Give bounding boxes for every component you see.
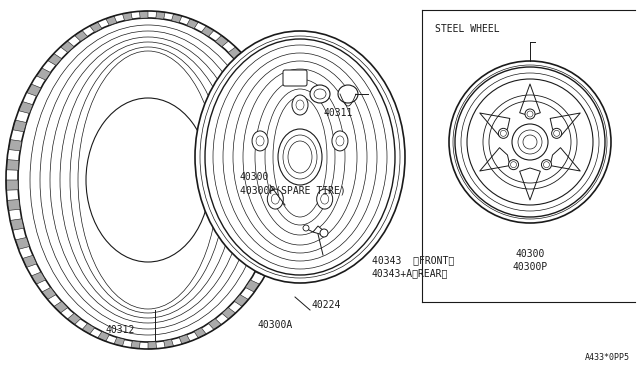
Text: STEEL WHEEL: STEEL WHEEL [435,24,500,34]
Polygon shape [222,308,236,319]
Polygon shape [480,113,510,136]
Polygon shape [240,61,254,73]
Ellipse shape [338,85,358,103]
Polygon shape [60,41,74,52]
Ellipse shape [320,229,328,237]
Text: 40343+A〈REAR〉: 40343+A〈REAR〉 [372,268,449,278]
Ellipse shape [512,124,548,160]
Polygon shape [7,199,20,211]
Polygon shape [82,323,95,334]
Ellipse shape [467,79,593,205]
Polygon shape [140,11,148,18]
Ellipse shape [449,61,611,223]
Polygon shape [269,228,284,240]
Text: 40311: 40311 [323,108,353,118]
Polygon shape [36,68,51,80]
Polygon shape [156,11,165,19]
Polygon shape [26,84,41,96]
Polygon shape [209,319,221,330]
Text: 40300: 40300 [240,172,269,182]
Polygon shape [274,209,287,221]
Polygon shape [122,12,132,21]
Polygon shape [215,35,228,46]
Text: 40224: 40224 [312,300,341,310]
Polygon shape [106,16,117,25]
Polygon shape [234,295,248,307]
Ellipse shape [509,160,518,170]
Polygon shape [250,76,265,88]
Polygon shape [98,331,109,341]
Polygon shape [54,301,68,313]
Polygon shape [228,47,242,59]
Polygon shape [313,226,325,235]
Polygon shape [131,341,140,349]
Polygon shape [263,247,278,259]
Ellipse shape [499,128,508,138]
FancyBboxPatch shape [283,70,307,86]
Text: 40300A: 40300A [257,320,292,330]
Ellipse shape [268,189,284,209]
Ellipse shape [525,109,535,119]
Polygon shape [22,255,36,267]
Polygon shape [164,339,173,348]
Polygon shape [550,148,580,171]
Polygon shape [278,170,290,180]
Text: 40300P: 40300P [513,262,548,272]
Polygon shape [520,168,540,200]
Polygon shape [47,54,62,65]
Polygon shape [179,335,190,344]
Ellipse shape [86,98,210,262]
Ellipse shape [332,131,348,151]
Ellipse shape [18,18,278,342]
Polygon shape [276,150,289,160]
Polygon shape [74,31,88,41]
Polygon shape [172,14,182,23]
Polygon shape [187,19,198,29]
Polygon shape [12,120,26,132]
Polygon shape [114,337,125,346]
Polygon shape [6,160,19,170]
Polygon shape [266,110,281,122]
Polygon shape [272,130,286,141]
Polygon shape [202,26,214,36]
Text: 40300P(SPARE TIRE): 40300P(SPARE TIRE) [240,185,346,195]
Ellipse shape [195,31,405,283]
Text: 40300: 40300 [515,249,545,259]
Polygon shape [15,237,29,249]
Ellipse shape [292,95,308,115]
Polygon shape [10,219,24,230]
Polygon shape [255,264,269,276]
Polygon shape [148,342,157,349]
Ellipse shape [278,129,322,185]
Polygon shape [277,190,290,201]
Text: 40343  〈FRONT〉: 40343 〈FRONT〉 [372,255,454,265]
Polygon shape [520,84,540,116]
Polygon shape [480,148,510,171]
Ellipse shape [541,160,552,170]
Ellipse shape [317,189,333,209]
Polygon shape [194,328,206,338]
Ellipse shape [310,85,330,103]
Text: A433*0PP5: A433*0PP5 [585,353,630,362]
Polygon shape [19,102,33,113]
Ellipse shape [252,131,268,151]
Polygon shape [67,313,81,325]
Ellipse shape [303,225,309,231]
Polygon shape [550,113,580,136]
Polygon shape [259,93,274,105]
Ellipse shape [552,128,562,138]
Polygon shape [42,288,56,299]
Text: 40312: 40312 [106,325,134,335]
Polygon shape [245,280,260,292]
Polygon shape [90,22,102,32]
Polygon shape [8,140,22,151]
Polygon shape [6,180,18,190]
Polygon shape [31,272,45,284]
